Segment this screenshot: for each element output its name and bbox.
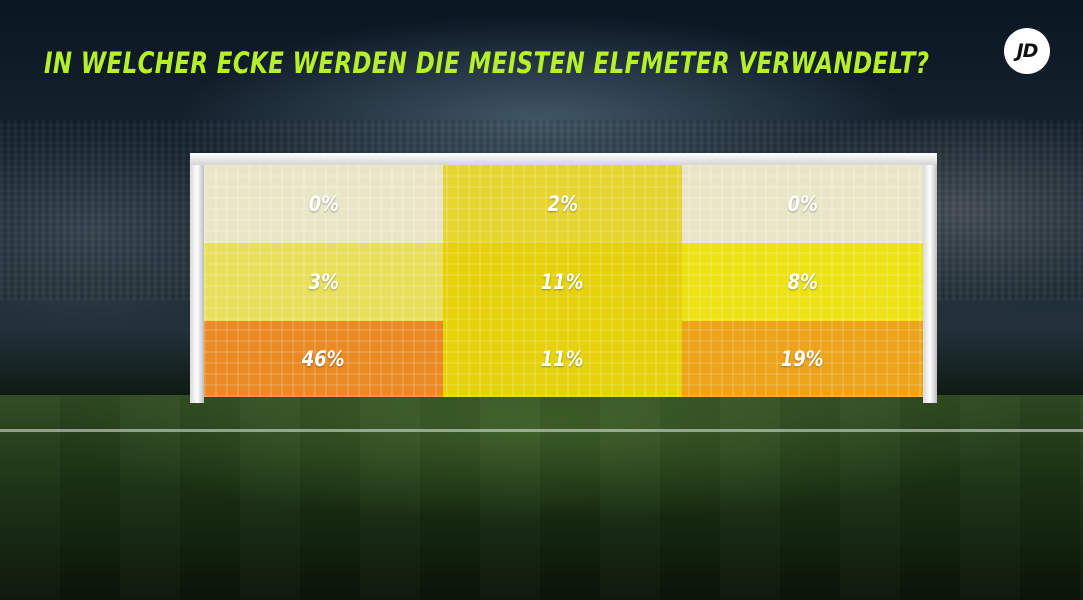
zone-top-left: 0% — [204, 165, 443, 243]
zone-bottom-center: 11% — [443, 321, 682, 397]
jd-logo-text: JD — [1016, 40, 1039, 62]
jd-logo: JD — [1004, 28, 1050, 74]
zone-label-top-right: 0% — [787, 192, 818, 216]
zone-top-right: 0% — [682, 165, 923, 243]
zone-middle-right: 8% — [682, 243, 923, 321]
zone-label-top-center: 2% — [547, 192, 578, 216]
zone-label-bottom-center: 11% — [541, 347, 584, 371]
chart-title: IN WELCHER ECKE WERDEN DIE MEISTEN ELFME… — [44, 46, 930, 80]
goal-left-post — [190, 153, 204, 403]
zone-bottom-left: 46% — [204, 321, 443, 397]
zone-label-middle-center: 11% — [541, 270, 584, 294]
goal: 0% 2% 0% 3% 11% 8% 46% 11% 19% — [190, 153, 937, 403]
pitch-line — [0, 429, 1083, 432]
zone-label-bottom-right: 19% — [781, 347, 824, 371]
goal-right-post — [923, 153, 937, 403]
goal-crossbar — [190, 153, 937, 165]
zone-middle-center: 11% — [443, 243, 682, 321]
zone-top-center: 2% — [443, 165, 682, 243]
zone-bottom-right: 19% — [682, 321, 923, 397]
zone-label-middle-left: 3% — [308, 270, 339, 294]
penalty-zone-grid: 0% 2% 0% 3% 11% 8% 46% 11% 19% — [204, 165, 923, 397]
zone-label-top-left: 0% — [308, 192, 339, 216]
pitch — [0, 395, 1083, 600]
zone-label-bottom-left: 46% — [302, 347, 345, 371]
zone-middle-left: 3% — [204, 243, 443, 321]
zone-label-middle-right: 8% — [787, 270, 818, 294]
